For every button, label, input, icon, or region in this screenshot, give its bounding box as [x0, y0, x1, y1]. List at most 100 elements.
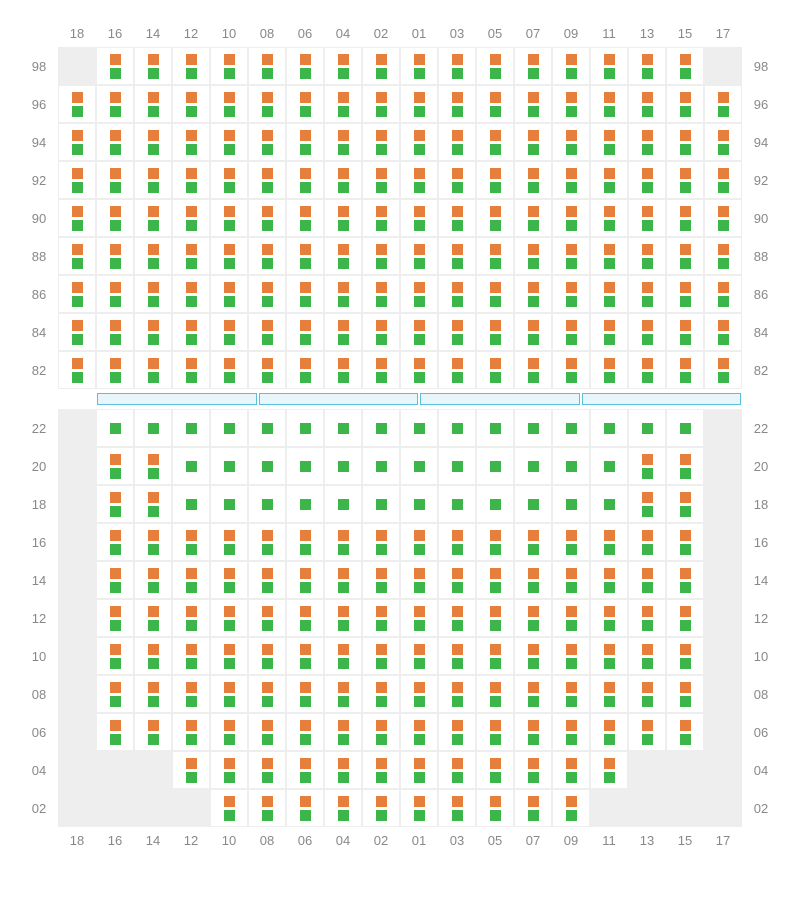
seat-cell[interactable] — [476, 523, 514, 561]
seat-cell[interactable] — [210, 123, 248, 161]
seat-cell[interactable] — [514, 85, 552, 123]
seat-cell[interactable] — [628, 161, 666, 199]
seat-cell[interactable] — [324, 523, 362, 561]
seat-cell[interactable] — [210, 85, 248, 123]
seat-cell[interactable] — [476, 599, 514, 637]
seat-cell[interactable] — [476, 447, 514, 485]
seat-cell[interactable] — [552, 637, 590, 675]
seat-cell[interactable] — [210, 447, 248, 485]
seat-cell[interactable] — [96, 237, 134, 275]
seat-cell[interactable] — [628, 409, 666, 447]
seat-cell[interactable] — [628, 85, 666, 123]
seat-cell[interactable] — [172, 275, 210, 313]
seat-cell[interactable] — [438, 123, 476, 161]
seat-cell[interactable] — [248, 351, 286, 389]
seat-cell[interactable] — [248, 751, 286, 789]
seat-cell[interactable] — [552, 313, 590, 351]
seat-cell[interactable] — [248, 85, 286, 123]
seat-cell[interactable] — [210, 599, 248, 637]
seat-cell[interactable] — [362, 313, 400, 351]
seat-cell[interactable] — [628, 523, 666, 561]
seat-cell[interactable] — [96, 561, 134, 599]
seat-cell[interactable] — [324, 351, 362, 389]
seat-cell[interactable] — [286, 161, 324, 199]
seat-cell[interactable] — [248, 523, 286, 561]
seat-cell[interactable] — [286, 675, 324, 713]
seat-cell[interactable] — [210, 47, 248, 85]
seat-cell[interactable] — [362, 751, 400, 789]
seat-cell[interactable] — [590, 85, 628, 123]
seat-cell[interactable] — [514, 637, 552, 675]
seat-cell[interactable] — [362, 561, 400, 599]
seat-cell[interactable] — [438, 561, 476, 599]
seat-cell[interactable] — [400, 161, 438, 199]
seat-cell[interactable] — [210, 313, 248, 351]
seat-cell[interactable] — [134, 199, 172, 237]
seat-cell[interactable] — [286, 447, 324, 485]
seat-cell[interactable] — [210, 485, 248, 523]
seat-cell[interactable] — [400, 675, 438, 713]
seat-cell[interactable] — [666, 85, 704, 123]
seat-cell[interactable] — [210, 561, 248, 599]
seat-cell[interactable] — [172, 161, 210, 199]
seat-cell[interactable] — [438, 409, 476, 447]
seat-cell[interactable] — [324, 789, 362, 827]
seat-cell[interactable] — [58, 351, 96, 389]
seat-cell[interactable] — [552, 351, 590, 389]
seat-cell[interactable] — [476, 561, 514, 599]
seat-cell[interactable] — [628, 47, 666, 85]
seat-cell[interactable] — [362, 713, 400, 751]
seat-cell[interactable] — [666, 637, 704, 675]
seat-cell[interactable] — [590, 409, 628, 447]
seat-cell[interactable] — [362, 485, 400, 523]
seat-cell[interactable] — [248, 599, 286, 637]
seat-cell[interactable] — [286, 275, 324, 313]
seat-cell[interactable] — [438, 237, 476, 275]
seat-cell[interactable] — [96, 351, 134, 389]
seat-cell[interactable] — [134, 599, 172, 637]
seat-cell[interactable] — [476, 789, 514, 827]
seat-cell[interactable] — [210, 523, 248, 561]
seat-cell[interactable] — [400, 47, 438, 85]
seat-cell[interactable] — [96, 313, 134, 351]
seat-cell[interactable] — [590, 637, 628, 675]
seat-cell[interactable] — [172, 47, 210, 85]
seat-cell[interactable] — [286, 789, 324, 827]
seat-cell[interactable] — [476, 161, 514, 199]
seat-cell[interactable] — [210, 675, 248, 713]
seat-cell[interactable] — [476, 199, 514, 237]
seat-cell[interactable] — [628, 313, 666, 351]
seat-cell[interactable] — [704, 351, 742, 389]
seat-cell[interactable] — [286, 85, 324, 123]
seat-cell[interactable] — [172, 561, 210, 599]
seat-cell[interactable] — [476, 275, 514, 313]
seat-cell[interactable] — [590, 675, 628, 713]
seat-cell[interactable] — [362, 409, 400, 447]
seat-cell[interactable] — [704, 123, 742, 161]
seat-cell[interactable] — [134, 123, 172, 161]
seat-cell[interactable] — [58, 161, 96, 199]
seat-cell[interactable] — [210, 713, 248, 751]
seat-cell[interactable] — [58, 275, 96, 313]
seat-cell[interactable] — [666, 599, 704, 637]
seat-cell[interactable] — [704, 161, 742, 199]
seat-cell[interactable] — [286, 713, 324, 751]
seat-cell[interactable] — [248, 675, 286, 713]
seat-cell[interactable] — [552, 123, 590, 161]
seat-cell[interactable] — [514, 751, 552, 789]
seat-cell[interactable] — [666, 47, 704, 85]
seat-cell[interactable] — [58, 313, 96, 351]
seat-cell[interactable] — [286, 637, 324, 675]
seat-cell[interactable] — [514, 599, 552, 637]
seat-cell[interactable] — [438, 599, 476, 637]
seat-cell[interactable] — [286, 523, 324, 561]
seat-cell[interactable] — [590, 275, 628, 313]
seat-cell[interactable] — [96, 275, 134, 313]
seat-cell[interactable] — [96, 447, 134, 485]
seat-cell[interactable] — [514, 351, 552, 389]
seat-cell[interactable] — [552, 789, 590, 827]
seat-cell[interactable] — [248, 561, 286, 599]
seat-cell[interactable] — [514, 313, 552, 351]
seat-cell[interactable] — [172, 199, 210, 237]
seat-cell[interactable] — [172, 85, 210, 123]
